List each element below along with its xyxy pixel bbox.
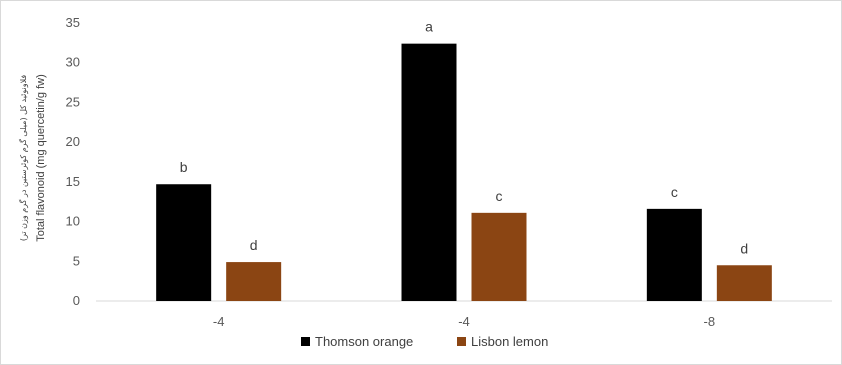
y-axis-label-persian: فلاونوئید کل (میلی گرم کوئرستین در گرم و… (18, 75, 28, 242)
legend-swatch-lisbon-lemon (457, 337, 466, 346)
legend: Thomson orange Lisbon lemon (301, 334, 548, 349)
y-tick-label: 5 (73, 253, 80, 268)
legend-swatch-thomson-orange (301, 337, 310, 346)
significance-letter: b (180, 159, 188, 175)
y-tick-label: 35 (66, 15, 80, 30)
bar-lisbon-lemon-2 (716, 265, 772, 301)
bar-thomson-orange-0 (156, 184, 212, 301)
x-tick-label: -4 (213, 314, 225, 329)
y-axis-label: Total flavonoid (mg quercetin/g fw) (35, 74, 47, 242)
y-tick-label: 20 (66, 134, 80, 149)
bar-thomson-orange-1 (401, 43, 457, 301)
y-tick-label: 30 (66, 55, 80, 70)
significance-letter: c (496, 188, 503, 204)
x-tick-label: -4 (458, 314, 470, 329)
legend-label-thomson-orange: Thomson orange (315, 334, 413, 349)
significance-letters: b d a c c d (180, 19, 748, 257)
x-tick-label: -8 (704, 314, 716, 329)
y-tick-label: 25 (66, 94, 80, 109)
x-axis-ticks: -4 -4 -8 (213, 314, 715, 329)
bar-lisbon-lemon-1 (471, 212, 527, 301)
y-tick-label: 10 (66, 214, 80, 229)
y-tick-label: 0 (73, 293, 80, 308)
y-axis-ticks: 0 5 10 15 20 25 30 35 (66, 15, 80, 308)
legend-label-lisbon-lemon: Lisbon lemon (471, 334, 548, 349)
y-tick-label: 15 (66, 174, 80, 189)
bar-lisbon-lemon-0 (226, 262, 282, 301)
significance-letter: d (740, 240, 748, 256)
bars (156, 43, 772, 301)
bar-thomson-orange-2 (646, 208, 702, 301)
significance-letter: c (671, 184, 678, 200)
significance-letter: a (425, 19, 433, 35)
significance-letter: d (250, 237, 258, 253)
